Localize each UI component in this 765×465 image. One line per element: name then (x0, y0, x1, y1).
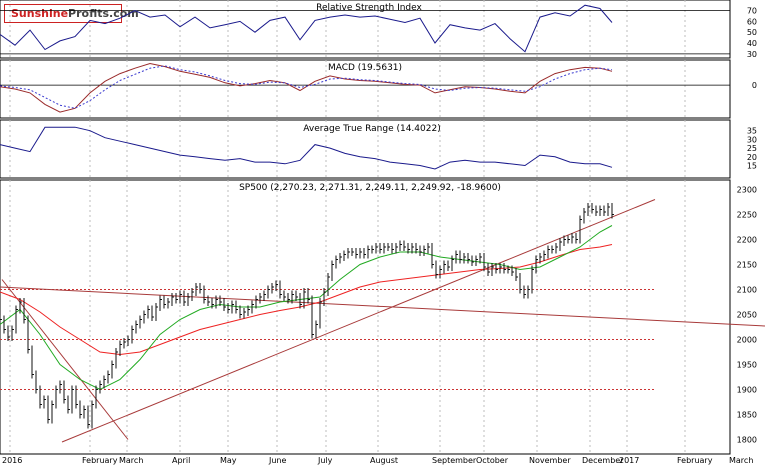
x-tick-label: February (677, 456, 713, 465)
atr-line (0, 126, 613, 170)
ma50-line (0, 225, 613, 391)
macd-panel: 0 (0, 62, 757, 113)
atr-y-tick: 20 (747, 153, 757, 162)
macd-panel-frame (0, 59, 731, 119)
atr-y-tick: 15 (747, 162, 757, 171)
macd-y-tick: 0 (752, 81, 757, 90)
price-y-tick: 1850 (737, 411, 757, 420)
rsi-y-tick: 60 (747, 17, 757, 26)
rsi-y-tick: 30 (747, 50, 757, 59)
price-y-tick: 2300 (737, 186, 757, 195)
price-title: SP500 (2,270.23, 2,271.31, 2,249.11, 2,2… (239, 183, 501, 193)
atr-panel-frame (0, 119, 731, 179)
price-y-tick: 2000 (737, 336, 757, 345)
x-tick-label: December (582, 456, 624, 465)
trendline (61, 199, 656, 443)
price-y-tick: 2200 (737, 236, 757, 245)
price-y-tick: 1800 (737, 436, 757, 445)
x-tick-label: June (268, 456, 287, 465)
x-tick-label: March (119, 456, 143, 465)
x-tick-label: March (729, 456, 753, 465)
vertical-gridlines (9, 0, 686, 454)
price-y-tick: 2150 (737, 261, 757, 270)
x-axis: 2016 February March April May June July August S… (2, 456, 753, 465)
x-tick-label: September (432, 456, 477, 465)
rsi-y-tick: 40 (747, 39, 757, 48)
price-y-tick: 1900 (737, 386, 757, 395)
price-y-tick: 2250 (737, 211, 757, 220)
macd-title: MACD (19.5631) (328, 63, 402, 73)
atr-y-tick: 35 (747, 127, 757, 136)
x-tick-label: May (220, 456, 237, 465)
rsi-panel-frame (0, 0, 731, 59)
x-tick-label: 2017 (619, 456, 639, 465)
indicator-panels: 7060504030035302520152300225022002150210… (0, 4, 765, 445)
rsi-y-tick: 50 (747, 28, 757, 37)
price-y-tick: 1950 (737, 361, 757, 370)
x-tick-label: November (529, 456, 571, 465)
price-panel-frame (0, 179, 731, 455)
price-panel: 2300 2250 2200 2150 2100 2050 2000 1950 1900 1850… (0, 186, 765, 445)
rsi-line (0, 4, 613, 53)
x-tick-label: April (172, 456, 190, 465)
macd-line (0, 62, 613, 113)
trendline (0, 286, 765, 327)
price-y-tick: 2100 (737, 286, 757, 295)
ma200-line (0, 244, 613, 356)
x-tick-label: February (82, 456, 118, 465)
rsi-title: Relative Strength Index (316, 3, 422, 13)
atr-title: Average True Range (14.4022) (303, 124, 440, 134)
macd-signal-line (0, 65, 613, 109)
atr-y-tick: 30 (747, 135, 757, 144)
atr-y-tick: 25 (747, 144, 757, 153)
price-y-tick: 2050 (737, 311, 757, 320)
trendline (1, 279, 129, 440)
x-tick-label: 2016 (2, 456, 22, 465)
x-tick-label: July (317, 456, 333, 465)
rsi-y-tick: 70 (747, 7, 757, 16)
x-tick-label: August (370, 456, 398, 465)
x-tick-label: October (476, 456, 509, 465)
